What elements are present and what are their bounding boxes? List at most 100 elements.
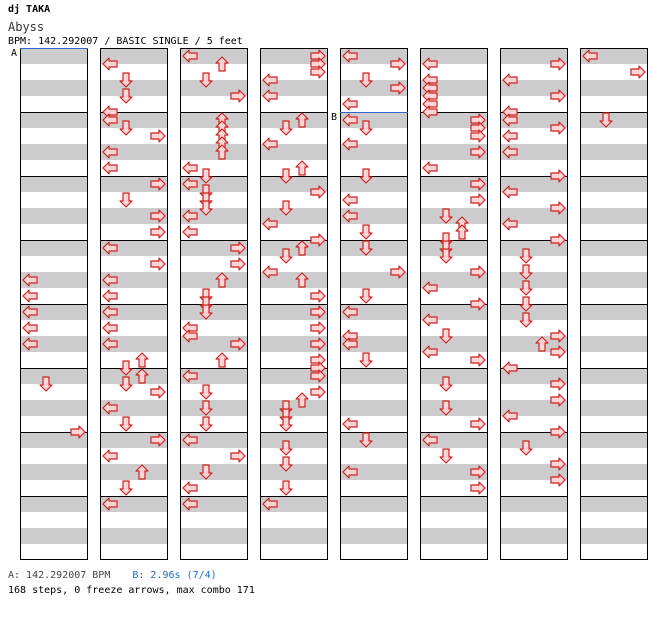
- artist-name: dj TAKA: [8, 4, 51, 15]
- beat-stripe: [20, 240, 88, 256]
- footer-summary: 168 steps, 0 freeze arrows, max combo 17…: [8, 585, 255, 596]
- beat-stripe: [340, 368, 408, 384]
- beat-stripe: [180, 432, 248, 448]
- beat-stripe: [340, 208, 408, 224]
- beat-stripe: [260, 336, 328, 352]
- beat-stripe: [20, 176, 88, 192]
- step-chart: AB: [11, 48, 648, 560]
- beat-stripe: [420, 336, 488, 352]
- beat-stripe: [340, 144, 408, 160]
- beat-stripe: [20, 464, 88, 480]
- beat-stripe: [420, 112, 488, 128]
- difficulty-label: BASIC SINGLE: [116, 36, 189, 47]
- beat-stripe: [100, 112, 168, 128]
- marker-label: A: [11, 48, 17, 59]
- beat-stripe: [180, 208, 248, 224]
- beat-stripe: [580, 208, 648, 224]
- beat-stripe: [20, 528, 88, 544]
- beat-stripe: [420, 496, 488, 512]
- beat-stripe: [180, 240, 248, 256]
- beat-stripe: [420, 432, 488, 448]
- beat-stripe: [20, 336, 88, 352]
- beat-stripe: [260, 48, 328, 64]
- beat-stripe: [340, 496, 408, 512]
- beat-stripe: [580, 496, 648, 512]
- beat-stripe: [340, 528, 408, 544]
- column-border: [500, 48, 568, 560]
- beat-stripe: [260, 304, 328, 320]
- chart-column: [100, 48, 168, 560]
- beat-stripe: [500, 432, 568, 448]
- beat-stripe: [100, 240, 168, 256]
- column-border: [100, 48, 168, 560]
- beat-stripe: [500, 304, 568, 320]
- beat-stripe: [580, 240, 648, 256]
- beat-stripe: [340, 336, 408, 352]
- beat-stripe: [20, 48, 88, 64]
- beat-stripe: [580, 304, 648, 320]
- beat-stripe: [580, 336, 648, 352]
- beat-stripe: [580, 176, 648, 192]
- beat-stripe: [500, 336, 568, 352]
- column-border: [340, 48, 408, 560]
- chart-column: [340, 48, 408, 560]
- beat-stripe: [180, 400, 248, 416]
- beat-stripe: [20, 272, 88, 288]
- beat-stripe: [580, 368, 648, 384]
- beat-stripe: [180, 80, 248, 96]
- beat-stripe: [340, 48, 408, 64]
- beat-stripe: [340, 112, 408, 128]
- beat-stripe: [420, 528, 488, 544]
- beat-stripe: [180, 528, 248, 544]
- beat-stripe: [100, 336, 168, 352]
- beat-stripe: [180, 272, 248, 288]
- beat-stripe: [20, 368, 88, 384]
- beat-stripe: [500, 208, 568, 224]
- beat-stripe: [20, 80, 88, 96]
- beat-stripe: [500, 240, 568, 256]
- beat-stripe: [260, 464, 328, 480]
- beat-stripe: [20, 112, 88, 128]
- beat-stripe: [580, 400, 648, 416]
- beat-stripe: [580, 464, 648, 480]
- beat-stripe: [340, 240, 408, 256]
- beat-stripe: [420, 80, 488, 96]
- beat-stripe: [260, 240, 328, 256]
- beat-stripe: [500, 368, 568, 384]
- beat-stripe: [420, 208, 488, 224]
- beat-stripe: [500, 112, 568, 128]
- beat-stripe: [340, 464, 408, 480]
- beat-stripe: [500, 400, 568, 416]
- beat-stripe: [260, 176, 328, 192]
- beat-stripe: [260, 112, 328, 128]
- beat-stripe: [260, 272, 328, 288]
- beat-stripe: [580, 528, 648, 544]
- feet-label: 5 feet: [206, 36, 243, 47]
- beat-stripe: [180, 464, 248, 480]
- beat-stripe: [500, 464, 568, 480]
- beat-stripe: [340, 400, 408, 416]
- beat-stripe: [340, 176, 408, 192]
- beat-stripe: [340, 80, 408, 96]
- beat-stripe: [180, 304, 248, 320]
- chart-column: [180, 48, 248, 560]
- beat-stripe: [260, 368, 328, 384]
- beat-stripe: [100, 304, 168, 320]
- chart-column: [260, 48, 328, 560]
- beat-stripe: [20, 496, 88, 512]
- beat-stripe: [260, 80, 328, 96]
- song-title: Abyss: [8, 20, 45, 34]
- beat-stripe: [580, 272, 648, 288]
- stop-b-text: B: 2.96s (7/4): [132, 570, 217, 581]
- beat-stripe: [20, 432, 88, 448]
- beat-stripe: [420, 368, 488, 384]
- beat-stripe: [20, 208, 88, 224]
- beat-stripe: [580, 48, 648, 64]
- beat-stripe: [420, 464, 488, 480]
- beat-stripe: [260, 432, 328, 448]
- beat-stripe: [20, 144, 88, 160]
- beat-stripe: [180, 368, 248, 384]
- beat-stripe: [420, 272, 488, 288]
- footer-bpm-line: A: 142.292007 BPM B: 2.96s (7/4): [8, 570, 217, 582]
- beat-stripe: [580, 80, 648, 96]
